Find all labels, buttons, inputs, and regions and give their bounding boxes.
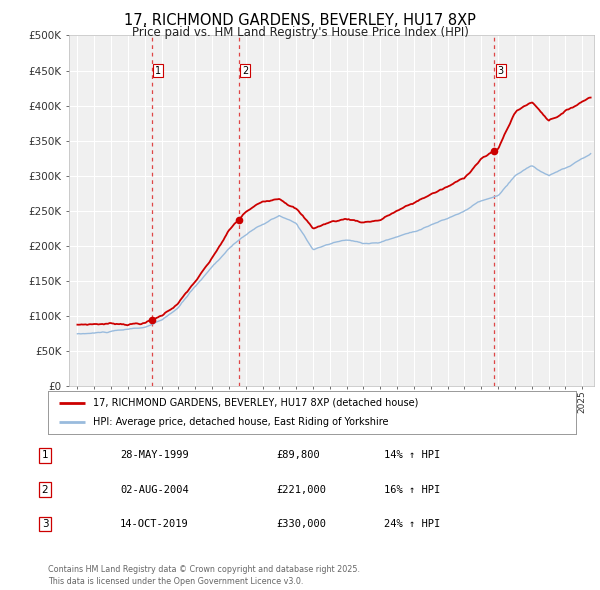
Text: 1: 1 <box>155 65 161 76</box>
Text: £89,800: £89,800 <box>276 451 320 460</box>
Text: 17, RICHMOND GARDENS, BEVERLEY, HU17 8XP: 17, RICHMOND GARDENS, BEVERLEY, HU17 8XP <box>124 13 476 28</box>
Text: 14% ↑ HPI: 14% ↑ HPI <box>384 451 440 460</box>
Text: 2: 2 <box>242 65 248 76</box>
Text: 14-OCT-2019: 14-OCT-2019 <box>120 519 189 529</box>
Text: Price paid vs. HM Land Registry's House Price Index (HPI): Price paid vs. HM Land Registry's House … <box>131 26 469 39</box>
Text: £330,000: £330,000 <box>276 519 326 529</box>
Text: 02-AUG-2004: 02-AUG-2004 <box>120 485 189 494</box>
Text: 3: 3 <box>41 519 49 529</box>
Text: 2: 2 <box>41 485 49 494</box>
Text: HPI: Average price, detached house, East Riding of Yorkshire: HPI: Average price, detached house, East… <box>93 417 388 427</box>
Text: 16% ↑ HPI: 16% ↑ HPI <box>384 485 440 494</box>
Text: £221,000: £221,000 <box>276 485 326 494</box>
Text: 1: 1 <box>41 451 49 460</box>
Text: 24% ↑ HPI: 24% ↑ HPI <box>384 519 440 529</box>
Text: 28-MAY-1999: 28-MAY-1999 <box>120 451 189 460</box>
Text: 3: 3 <box>498 65 504 76</box>
Text: Contains HM Land Registry data © Crown copyright and database right 2025.
This d: Contains HM Land Registry data © Crown c… <box>48 565 360 586</box>
Text: 17, RICHMOND GARDENS, BEVERLEY, HU17 8XP (detached house): 17, RICHMOND GARDENS, BEVERLEY, HU17 8XP… <box>93 398 418 408</box>
